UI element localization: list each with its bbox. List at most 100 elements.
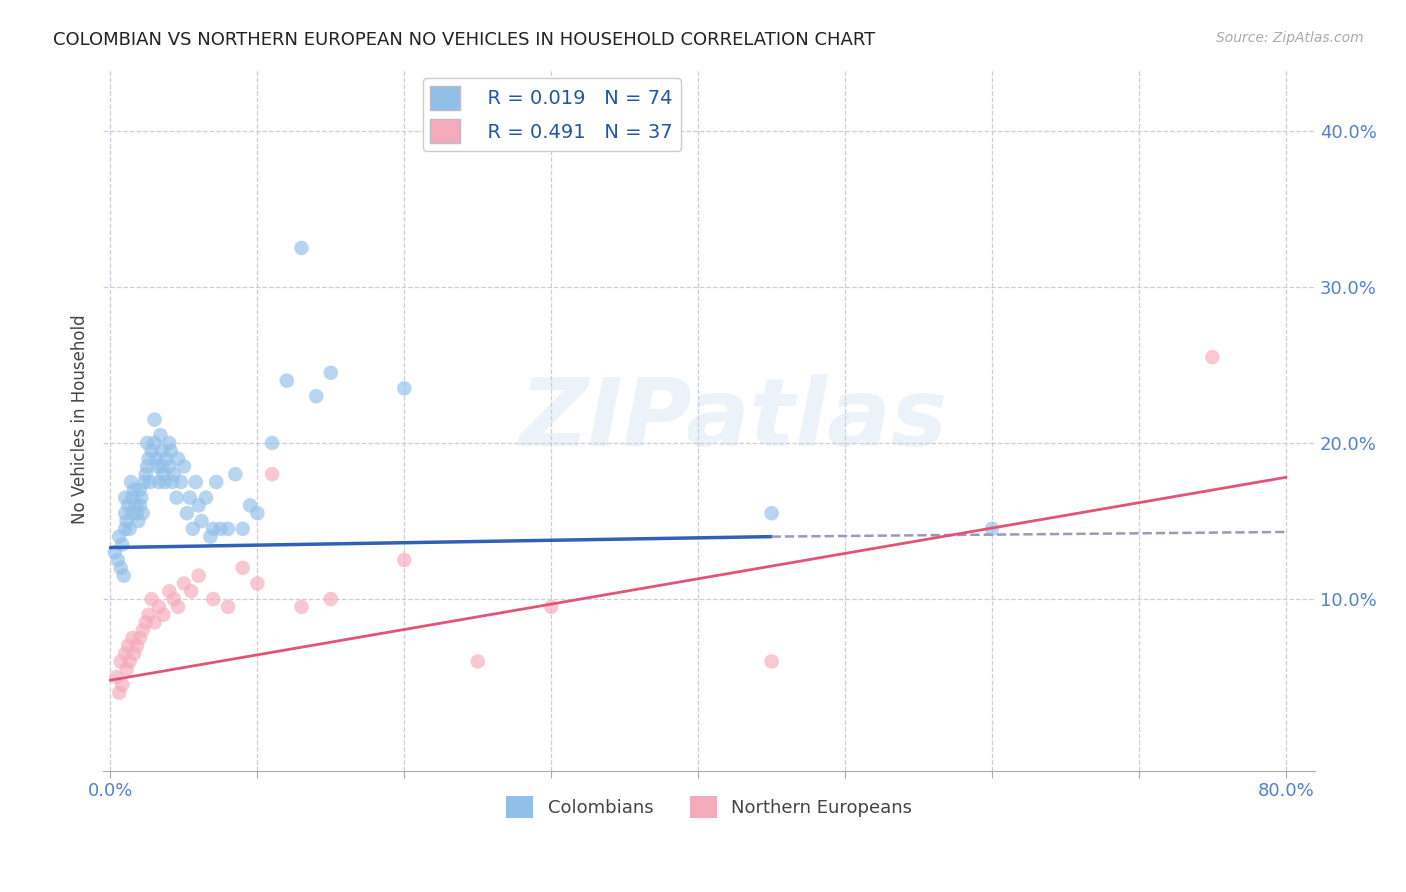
Point	[217, 599, 239, 614]
Point	[105, 670, 128, 684]
Point	[157, 459, 180, 474]
Point	[124, 499, 146, 513]
Point	[159, 443, 181, 458]
Point	[305, 389, 328, 403]
Point	[761, 655, 783, 669]
Point	[117, 499, 139, 513]
Point	[157, 436, 180, 450]
Point	[122, 483, 145, 497]
Point	[262, 436, 284, 450]
Point	[128, 483, 150, 497]
Point	[394, 553, 416, 567]
Point	[139, 475, 162, 489]
Point	[136, 459, 159, 474]
Point	[128, 499, 150, 513]
Point	[108, 686, 131, 700]
Point	[181, 522, 204, 536]
Point	[134, 475, 156, 489]
Point	[138, 607, 160, 622]
Legend: Colombians, Northern Europeans: Colombians, Northern Europeans	[499, 789, 920, 825]
Point	[118, 655, 141, 669]
Point	[290, 599, 312, 614]
Point	[122, 647, 145, 661]
Point	[138, 451, 160, 466]
Point	[118, 522, 141, 536]
Point	[148, 599, 170, 614]
Point	[194, 491, 217, 505]
Point	[224, 467, 246, 482]
Point	[114, 506, 136, 520]
Point	[143, 436, 166, 450]
Point	[146, 459, 169, 474]
Text: ZIPatlas: ZIPatlas	[519, 374, 948, 466]
Point	[232, 561, 254, 575]
Point	[127, 514, 149, 528]
Point	[319, 366, 342, 380]
Point	[111, 678, 134, 692]
Point	[155, 451, 177, 466]
Point	[117, 639, 139, 653]
Point	[125, 639, 148, 653]
Point	[202, 522, 225, 536]
Point	[166, 491, 188, 505]
Point	[104, 545, 127, 559]
Point	[136, 436, 159, 450]
Point	[187, 568, 209, 582]
Point	[160, 475, 183, 489]
Point	[394, 381, 416, 395]
Point	[114, 647, 136, 661]
Point	[761, 506, 783, 520]
Point	[148, 475, 170, 489]
Point	[131, 491, 153, 505]
Text: Source: ZipAtlas.com: Source: ZipAtlas.com	[1216, 31, 1364, 45]
Point	[157, 584, 180, 599]
Point	[121, 631, 143, 645]
Point	[179, 491, 201, 505]
Point	[173, 576, 195, 591]
Point	[145, 451, 167, 466]
Point	[246, 576, 269, 591]
Point	[141, 443, 163, 458]
Point	[170, 475, 193, 489]
Point	[115, 514, 138, 528]
Point	[128, 631, 150, 645]
Point	[115, 662, 138, 676]
Point	[114, 522, 136, 536]
Y-axis label: No Vehicles in Household: No Vehicles in Household	[72, 315, 89, 524]
Point	[232, 522, 254, 536]
Point	[205, 475, 228, 489]
Point	[209, 522, 232, 536]
Point	[152, 607, 174, 622]
Point	[173, 459, 195, 474]
Point	[120, 475, 142, 489]
Point	[150, 459, 173, 474]
Point	[176, 506, 198, 520]
Point	[152, 467, 174, 482]
Point	[319, 592, 342, 607]
Point	[143, 615, 166, 630]
Text: COLOMBIAN VS NORTHERN EUROPEAN NO VEHICLES IN HOUSEHOLD CORRELATION CHART: COLOMBIAN VS NORTHERN EUROPEAN NO VEHICL…	[53, 31, 876, 49]
Point	[540, 599, 562, 614]
Point	[135, 467, 157, 482]
Point	[217, 522, 239, 536]
Point	[180, 584, 202, 599]
Point	[167, 451, 190, 466]
Point	[981, 522, 1004, 536]
Point	[149, 428, 172, 442]
Point	[121, 491, 143, 505]
Point	[246, 506, 269, 520]
Point	[111, 537, 134, 551]
Point	[121, 506, 143, 520]
Point	[184, 475, 207, 489]
Point	[163, 592, 186, 607]
Point	[239, 499, 262, 513]
Point	[150, 443, 173, 458]
Point	[467, 655, 489, 669]
Point	[114, 491, 136, 505]
Point	[153, 475, 176, 489]
Point	[110, 561, 132, 575]
Point	[262, 467, 284, 482]
Point	[132, 506, 155, 520]
Point	[110, 655, 132, 669]
Point	[200, 530, 222, 544]
